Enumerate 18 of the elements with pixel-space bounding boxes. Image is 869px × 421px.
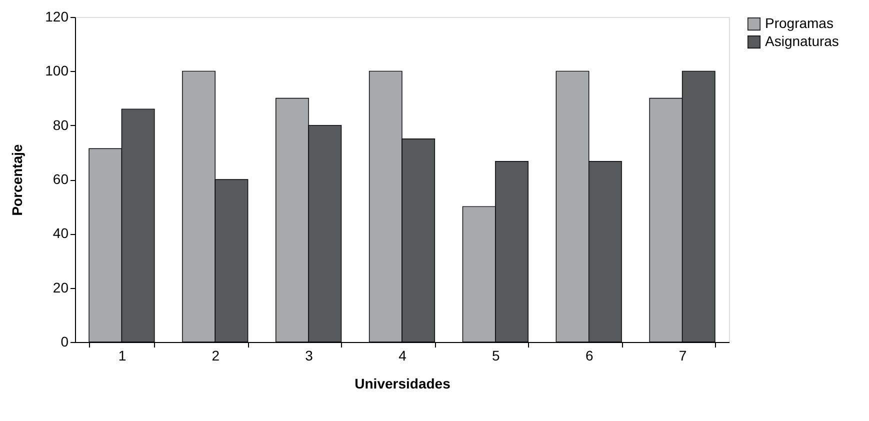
x-tick-label: 6: [585, 348, 594, 364]
legend-label: Programas: [765, 15, 834, 31]
x-tick-label: 2: [212, 348, 220, 364]
y-tick-label: 40: [52, 225, 69, 242]
x-tick-label: 4: [398, 348, 407, 364]
x-axis-title: Universidades: [354, 376, 451, 392]
y-axis-title: Porcentaje: [9, 144, 26, 216]
y-tick-label: 100: [45, 62, 69, 79]
legend-label: Asignaturas: [765, 33, 839, 49]
y-tick-label: 120: [45, 8, 69, 24]
x-tick-label: 3: [305, 348, 314, 364]
x-tick-label: 7: [678, 348, 687, 364]
y-tick-label: 80: [52, 116, 69, 133]
y-tick-label: 60: [52, 171, 69, 187]
y-tick-label: 20: [52, 279, 69, 296]
y-tick-label: 0: [60, 334, 69, 350]
x-tick-label: 5: [492, 348, 500, 364]
x-tick-label: 1: [118, 348, 126, 364]
